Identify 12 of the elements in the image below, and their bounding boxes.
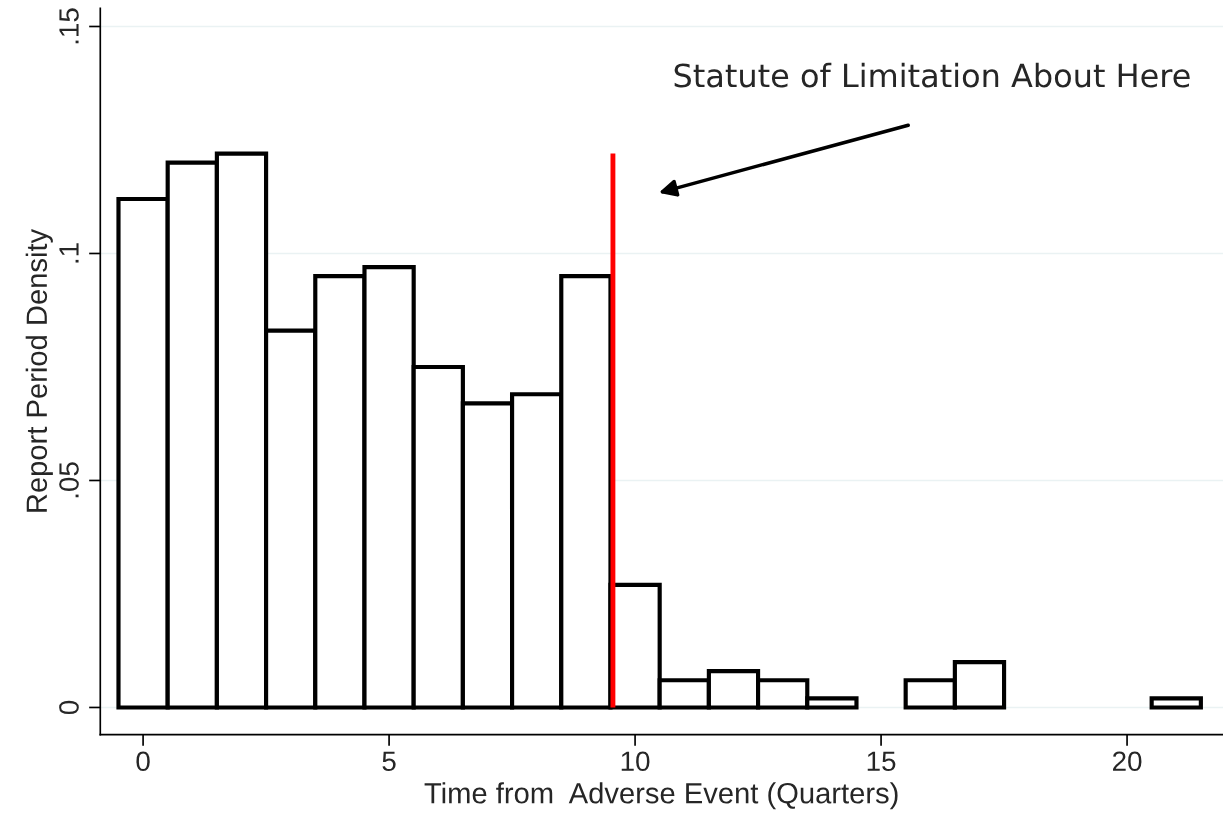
x-tick-label: 10 [621, 751, 650, 772]
x-tick-label: 0 [136, 751, 150, 772]
y-axis-title: Report Period Density [25, 228, 53, 512]
annotation: Statute of Limitation About Here [674, 62, 1190, 88]
y-tick-label: 0 [59, 700, 79, 715]
y-tick-label: .05 [59, 462, 79, 498]
y-tick-label: .15 [59, 8, 79, 44]
x-axis-title: Time from Adverse Event (Quarters) [424, 782, 898, 810]
x-tick-label: 15 [867, 751, 896, 772]
y-tick-label: .1 [59, 243, 79, 263]
x-tick-label: 5 [382, 751, 396, 772]
x-tick-label: 20 [1113, 751, 1142, 772]
